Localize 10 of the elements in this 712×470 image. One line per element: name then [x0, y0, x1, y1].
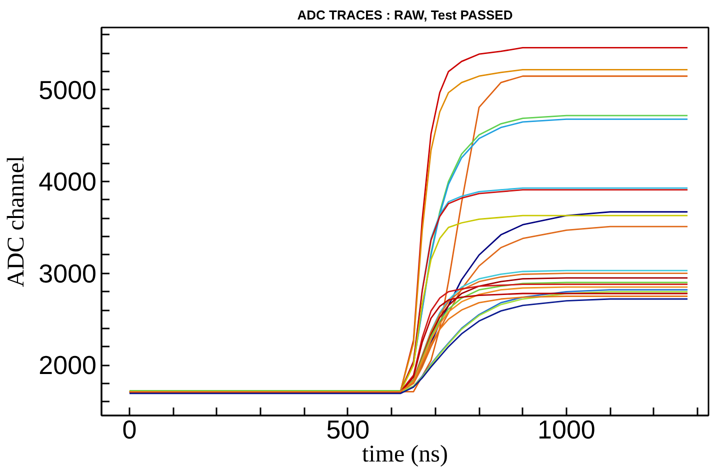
y-tick-label: 2000 [38, 350, 97, 380]
y-tick-label: 4000 [38, 166, 97, 197]
y-axis-title: ADC channel [4, 156, 30, 288]
x-tick-label: 0 [122, 414, 137, 444]
x-tick-label: 500 [326, 414, 370, 444]
x-axis-title: time (ns) [362, 442, 448, 468]
chart-title: ADC TRACES : RAW, Test PASSED [297, 8, 513, 22]
y-tick-label: 3000 [38, 258, 97, 288]
y-tick-label: 5000 [38, 74, 97, 105]
x-tick-label: 1000 [538, 414, 596, 444]
